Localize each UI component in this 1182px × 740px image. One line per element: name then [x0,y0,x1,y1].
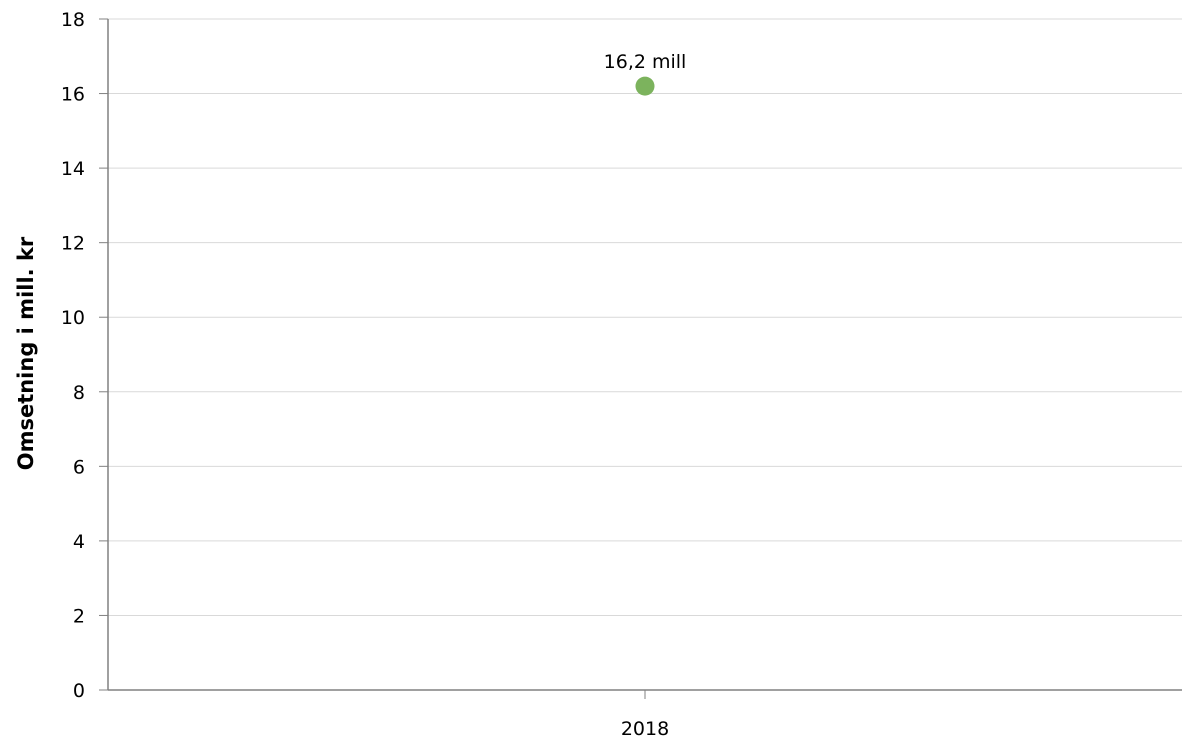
y-tick-label: 6 [73,456,85,478]
y-tick-label: 4 [73,531,85,553]
y-axis-title: Omsetning i mill. kr [14,236,38,470]
y-tick-label: 0 [73,680,85,702]
data-label: 16,2 mill [604,51,687,73]
gridlines [108,18,1182,616]
y-tick-label: 16 [61,84,85,106]
x-tick-labels: 2018 [621,718,669,740]
axes [99,18,1182,699]
data-point [635,76,655,96]
y-tick-label: 12 [61,233,85,255]
data-points: 16,2 mill [604,51,687,96]
y-tick-labels: 0 2 4 6 8 10 12 14 16 18 [61,9,85,702]
y-tick-label: 10 [61,307,85,329]
x-tick-label: 2018 [621,718,669,740]
y-tick-label: 2 [73,605,85,627]
y-tick-label: 8 [73,382,85,404]
y-tick-label: 14 [61,158,85,180]
y-tick-label: 18 [61,9,85,31]
